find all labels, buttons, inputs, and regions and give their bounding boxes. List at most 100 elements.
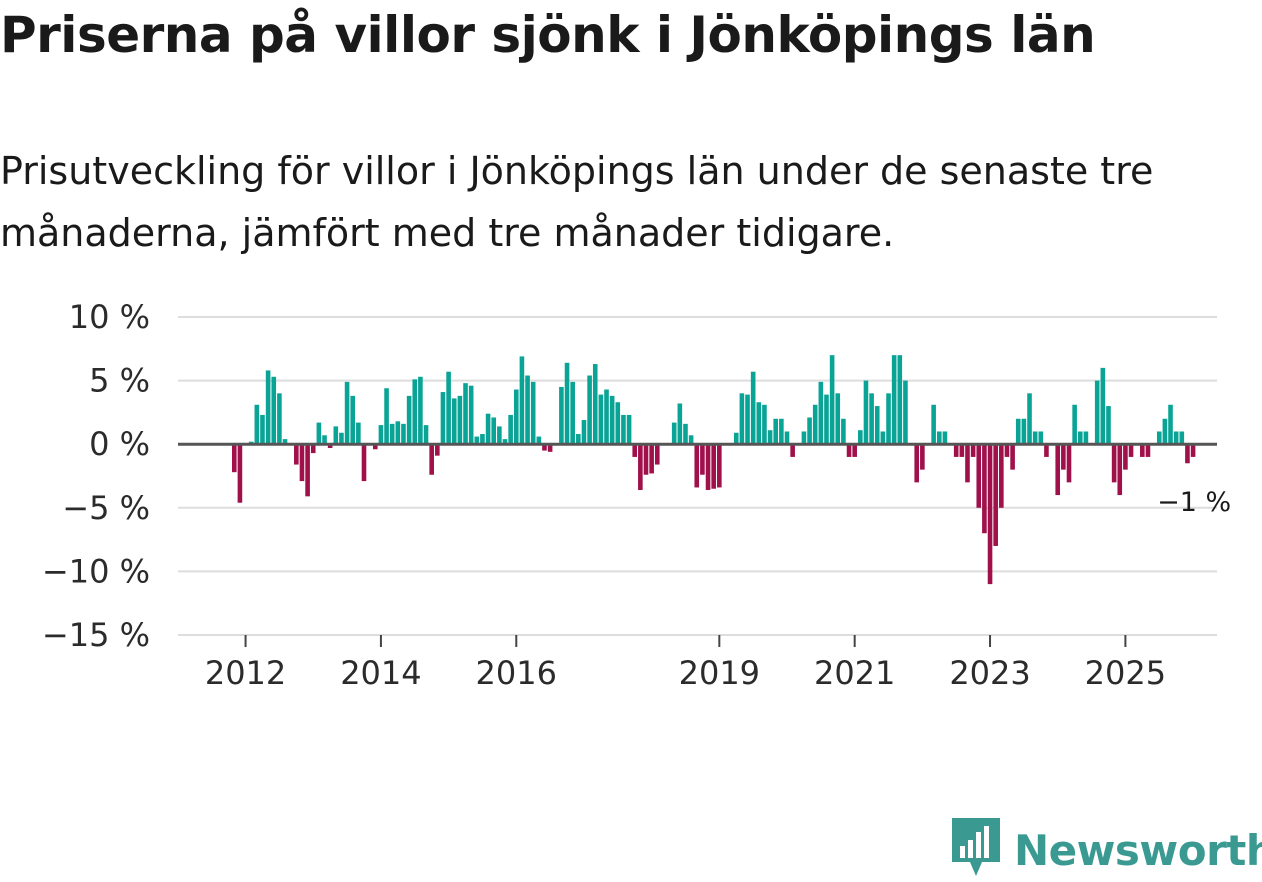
x-tick-label: 2023 <box>949 654 1030 692</box>
bar <box>638 444 643 490</box>
bar <box>982 444 987 534</box>
bar <box>694 444 700 488</box>
bar <box>356 422 361 445</box>
bar <box>959 444 965 457</box>
bar <box>576 434 581 445</box>
bar <box>491 417 497 445</box>
chart-title: Priserna på villor sjönk i Jönköpings lä… <box>0 6 1096 64</box>
bar <box>1027 393 1032 445</box>
bar <box>903 380 908 445</box>
bar <box>745 394 750 445</box>
bar <box>886 393 891 445</box>
bar <box>530 381 536 445</box>
bar <box>874 406 880 445</box>
bar <box>559 386 564 445</box>
bar <box>378 425 384 445</box>
bar <box>936 431 942 445</box>
bar <box>976 444 982 508</box>
bar <box>451 398 457 445</box>
bar <box>231 444 237 473</box>
bar <box>395 421 401 445</box>
bar <box>931 404 936 445</box>
bar <box>333 426 339 445</box>
bar <box>401 423 406 445</box>
bar <box>446 371 451 445</box>
bar <box>812 404 818 445</box>
bar <box>897 355 903 445</box>
bar <box>1156 431 1162 445</box>
bar <box>953 444 959 457</box>
y-tick-label: 5 % <box>89 362 150 400</box>
bar <box>508 414 513 445</box>
bar <box>880 431 886 445</box>
bar <box>1106 406 1111 445</box>
bar <box>384 388 389 445</box>
bar <box>525 375 530 445</box>
bar <box>310 444 316 454</box>
bar <box>429 444 434 475</box>
bar <box>542 444 547 451</box>
bar <box>1061 444 1066 470</box>
bar <box>412 379 418 445</box>
bar <box>829 355 835 445</box>
bar <box>1100 367 1106 445</box>
bar <box>801 431 807 445</box>
bar <box>756 402 762 445</box>
bar <box>474 436 480 445</box>
bar <box>316 422 322 445</box>
bar <box>1145 444 1151 457</box>
bar <box>784 431 790 445</box>
y-tick-label: −15 % <box>42 616 150 654</box>
bar <box>1021 418 1027 445</box>
bar <box>1066 444 1072 483</box>
newsworthy-logo: Newsworthy <box>952 818 1262 882</box>
bar <box>339 432 344 445</box>
bar <box>435 444 440 456</box>
bar <box>700 444 705 475</box>
bar <box>762 404 767 445</box>
bar <box>869 393 874 445</box>
bar <box>344 381 350 445</box>
y-tick-label: −5 % <box>62 489 150 527</box>
bar <box>587 375 592 445</box>
bar <box>299 444 305 482</box>
y-tick-label: 10 % <box>69 298 150 336</box>
x-tick-label: 2019 <box>679 654 760 692</box>
bar <box>621 414 626 445</box>
x-tick-label: 2025 <box>1085 654 1166 692</box>
bar <box>914 444 920 483</box>
bar <box>733 432 739 445</box>
bar <box>643 444 649 475</box>
bar <box>632 444 638 457</box>
x-tick-label: 2021 <box>814 654 895 692</box>
bar <box>1179 431 1185 445</box>
bar <box>294 444 299 465</box>
bar <box>1162 418 1168 445</box>
bar <box>440 392 446 445</box>
bar <box>649 444 654 474</box>
bar <box>581 420 587 445</box>
bar <box>519 356 525 445</box>
newsworthy-brand-text: Newsworthy <box>1014 825 1262 875</box>
bar <box>671 422 677 445</box>
bar <box>271 376 277 445</box>
bar <box>1111 444 1117 483</box>
bar <box>965 444 970 483</box>
bar <box>999 444 1004 508</box>
bar <box>818 381 824 445</box>
y-tick-label: 0 % <box>89 425 150 463</box>
bar <box>790 444 795 457</box>
bar <box>677 403 683 445</box>
bar <box>654 444 660 465</box>
bar <box>327 444 333 449</box>
bar <box>604 389 609 445</box>
bar <box>468 385 474 445</box>
bar <box>418 376 423 445</box>
bar <box>626 414 632 445</box>
bar <box>497 426 502 445</box>
bar <box>1094 380 1100 445</box>
bar <box>502 439 508 445</box>
bar <box>942 431 948 445</box>
bar <box>423 425 429 445</box>
bar <box>237 444 243 503</box>
